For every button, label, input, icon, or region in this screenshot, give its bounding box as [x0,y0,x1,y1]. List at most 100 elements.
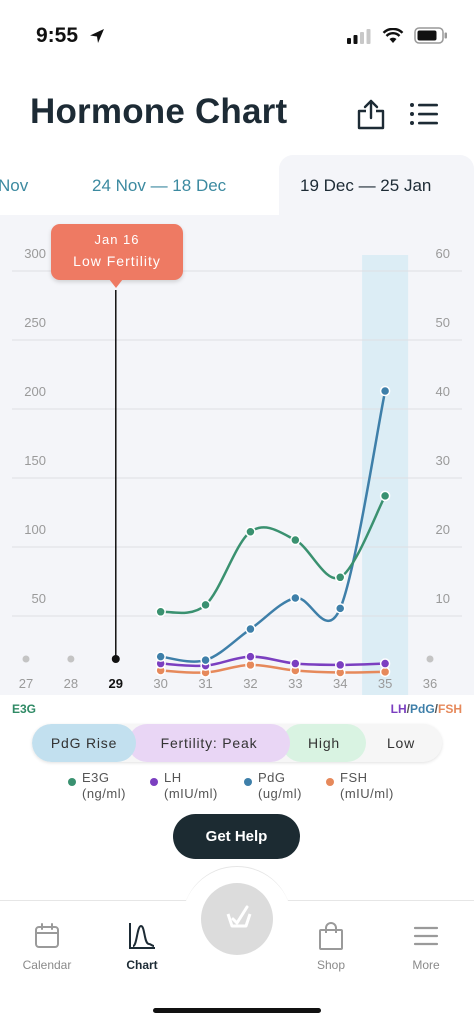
chart-icon [129,923,155,949]
selected-day-tooltip: Jan 16 Low Fertility [51,224,183,280]
data-point-e3g [290,534,301,546]
get-help-button[interactable]: Get Help [173,814,300,859]
legend-pdg-unit: (ug/ml) [258,786,302,801]
right-tick-label: 60 [436,246,450,261]
x-tick-label: 35 [378,676,392,691]
share-button[interactable] [354,98,388,130]
right-axis-title: LH/PdG/FSH [391,702,462,716]
tab-cycle-nov-dec[interactable]: 24 Nov — 18 Dec [92,176,227,195]
data-point-pdg [334,603,346,614]
page-title: Hormone Chart [30,92,288,131]
empty-day-dot [22,655,30,663]
axis-title-sep-1: / [406,702,410,716]
right-tick-label: 40 [436,384,450,399]
nav-calendar-label: Calendar [22,958,72,972]
x-tick-label: 33 [288,676,302,691]
data-point-pdg [290,592,301,604]
tooltip-fertility-label: Low Fertility [73,253,161,269]
location-arrow-icon [88,27,106,50]
phase-pdg-rise[interactable]: PdG Rise [32,724,136,762]
left-tick-label: 50 [32,591,46,606]
nav-chart-label: Chart [126,958,158,972]
x-tick-label: 31 [198,676,212,691]
series-line-pdg [160,390,387,663]
tab-cycle-dec-jan[interactable]: 19 Dec — 25 Jan [300,176,432,195]
list-icon [410,103,438,125]
x-tick-label: 27 [19,676,33,691]
data-point-pdg [379,385,391,397]
legend-dot-e3g [68,778,76,786]
test-center-button[interactable] [201,883,273,955]
right-tick-label: 50 [436,315,450,330]
left-tick-label: 300 [24,246,46,261]
share-icon [357,99,385,130]
axis-title-fsh: FSH [438,702,462,716]
x-tick-label: 28 [64,676,78,691]
nav-more-label: More [412,958,440,972]
empty-day-dot [426,655,434,663]
data-point-lh [245,651,256,662]
nav-more[interactable]: More [386,920,466,972]
right-tick-label: 10 [436,591,450,606]
data-point-pdg [200,654,211,666]
legend-lh: LH (mIU/ml) [150,770,218,802]
legend-e3g-unit: (ng/ml) [82,786,126,801]
legend-e3g-name: E3G [82,770,110,785]
data-point-lh [334,659,346,671]
wifi-icon [382,27,404,43]
axis-title-lh: LH [390,702,407,716]
legend-fsh-name: FSH [340,770,368,785]
x-tick-label: 34 [333,676,347,691]
x-tick-label: 32 [243,676,257,691]
legend-dot-lh [150,778,158,786]
left-tick-label: 250 [24,315,46,330]
phase-fertility-peak[interactable]: Fertility: Peak [128,724,290,762]
axis-title-pdg: PdG [409,702,435,716]
right-tick-label: 20 [436,522,450,537]
data-point-lh [290,658,301,669]
series-line-e3g [160,495,387,615]
legend-dot-pdg [244,778,252,786]
tooltip-arrow [109,279,123,288]
shop-icon [319,922,343,950]
hormone-chart[interactable]: 50 10 100 20 150 30 200 40 250 50 300 60 27 28 29 30 31 3… [0,215,474,695]
cellular-signal-icon [347,28,371,44]
data-point-pdg [155,651,166,662]
battery-icon [414,27,447,44]
list-button[interactable] [408,100,440,128]
tooltip-date: Jan 16 [94,232,140,247]
data-point-e3g [155,606,166,618]
left-tick-label: 150 [24,453,46,468]
nav-chart[interactable]: Chart [102,920,182,972]
data-point-e3g [379,490,391,502]
status-time: 9:55 [36,24,79,47]
phase-low[interactable]: Low [360,724,442,762]
left-axis-title: E3G [12,702,37,716]
tab-active-background [279,155,474,215]
menu-icon [413,926,439,946]
empty-day-dot [111,655,120,663]
empty-day-dot [67,655,75,663]
left-tick-label: 100 [24,522,46,537]
legend-fsh: FSH (mIU/ml) [326,770,394,802]
tab-previous-cycle[interactable]: Nov [0,176,29,195]
legend-lh-name: LH [164,770,182,785]
nav-calendar[interactable]: Calendar [7,920,87,972]
data-point-e3g [245,526,256,538]
legend-dot-fsh [326,778,334,786]
left-tick-label: 200 [24,384,46,399]
phase-high[interactable]: High [282,724,366,762]
legend-fsh-unit: (mIU/ml) [340,786,394,801]
legend-pdg-name: PdG [258,770,286,785]
x-tick-label: 30 [153,676,167,691]
nav-shop-label: Shop [316,958,346,972]
home-indicator [153,1008,321,1013]
data-point-e3g [334,572,346,583]
legend-lh-unit: (mIU/ml) [164,786,218,801]
nav-shop[interactable]: Shop [291,920,371,972]
data-point-lh [379,658,391,669]
legend-e3g: E3G (ng/ml) [68,770,126,802]
x-tick-label: 29 [109,676,123,691]
status-icons [346,27,448,44]
data-point-pdg [245,623,256,635]
